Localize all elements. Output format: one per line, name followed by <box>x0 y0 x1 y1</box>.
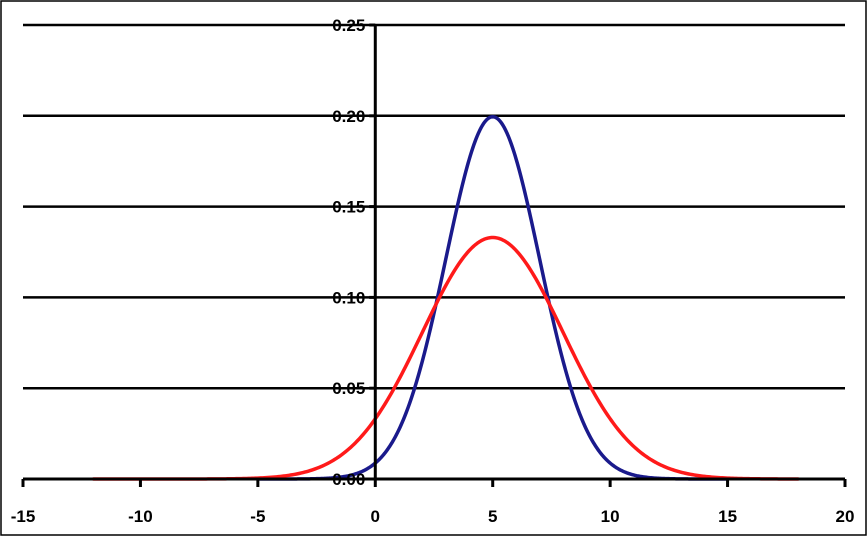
y-tick-label: 0.25 <box>332 16 365 35</box>
y-tick-label: 0.15 <box>332 198 365 217</box>
y-tick-label: 0.20 <box>332 107 365 126</box>
x-tick-label: -10 <box>128 507 153 526</box>
y-tick-label: 0.05 <box>332 379 365 398</box>
tick-labels: -15 -10 -5 0 5 10 15 20 0.00 0.05 0.10 0.15 0.20 0.25 <box>11 16 855 526</box>
axes <box>21 23 847 487</box>
x-tick-label: 20 <box>836 507 855 526</box>
x-tick-label: 10 <box>601 507 620 526</box>
x-tick-label: 15 <box>718 507 737 526</box>
x-tick-label: -5 <box>250 507 265 526</box>
y-tick-label: 0.00 <box>332 470 365 489</box>
y-tick-label: 0.10 <box>332 288 365 307</box>
grid-lines <box>23 23 845 390</box>
x-tick-label: 0 <box>371 507 380 526</box>
x-tick-label: 5 <box>488 507 497 526</box>
x-tick-label: -15 <box>11 507 36 526</box>
